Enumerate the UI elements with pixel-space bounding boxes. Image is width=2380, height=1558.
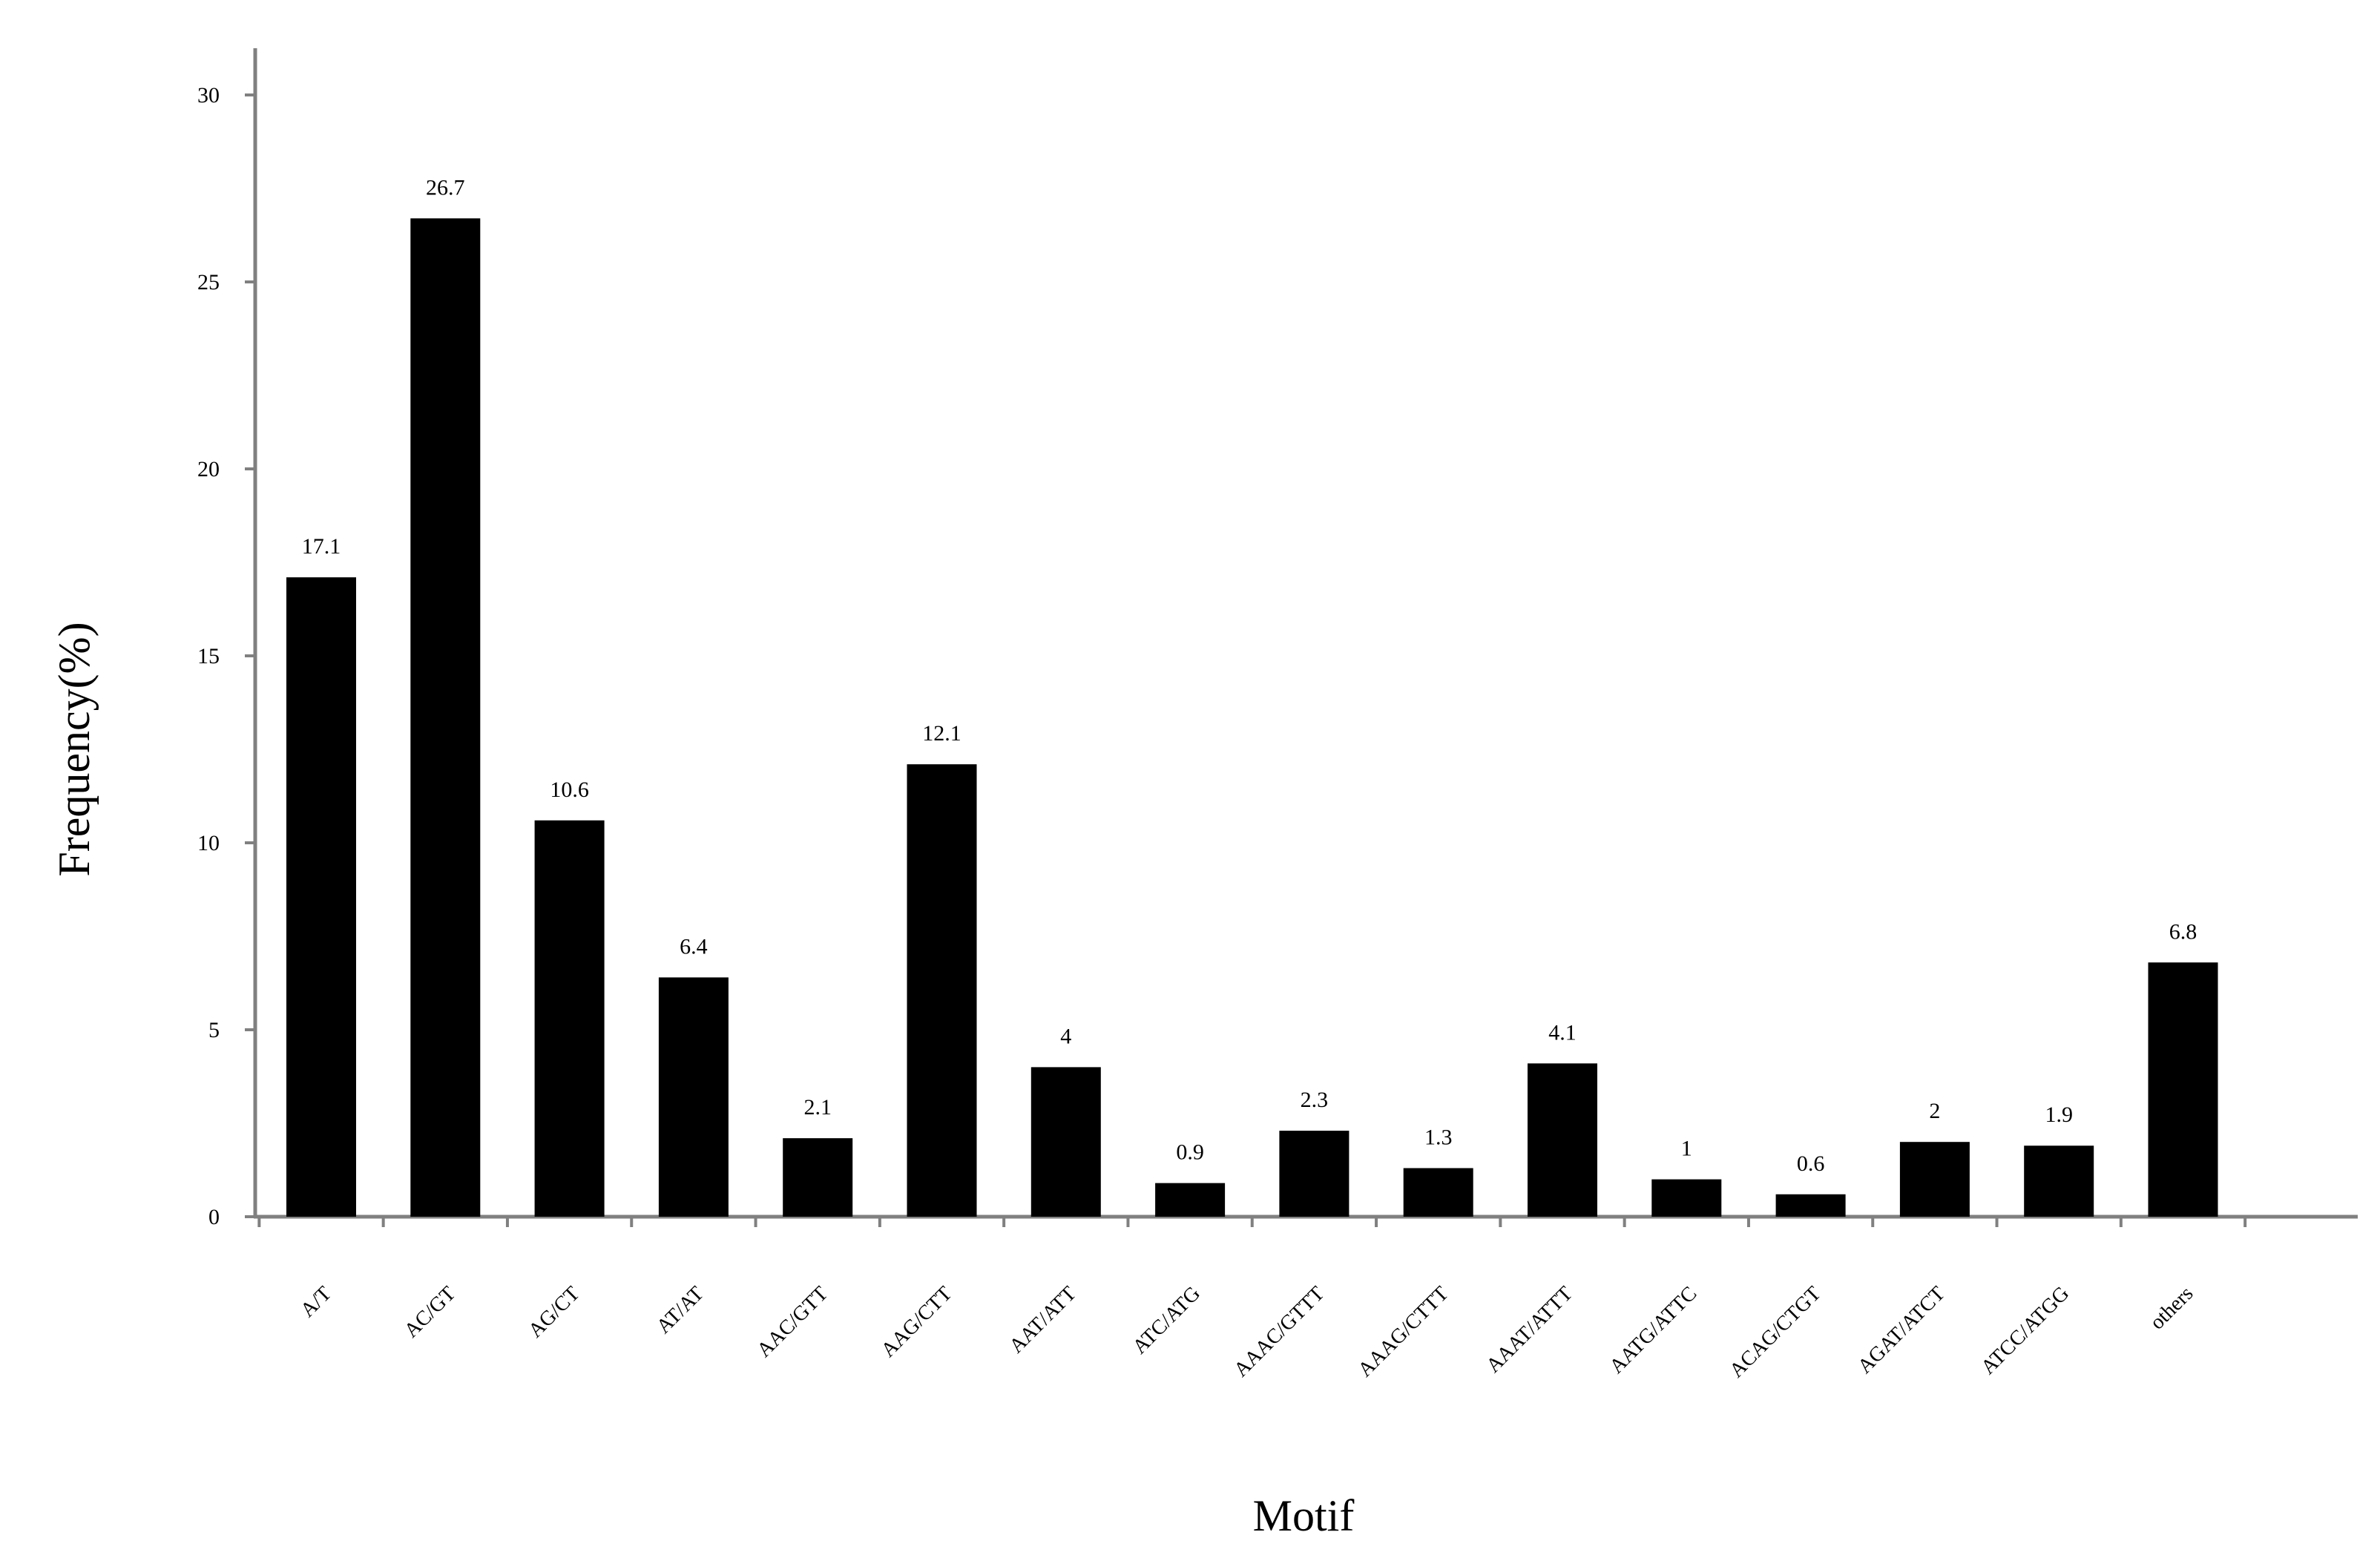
- data-label: 6.4: [680, 934, 708, 959]
- x-tick-label: AAG/CTT: [877, 1282, 957, 1362]
- bar: [2024, 1146, 2094, 1217]
- x-tick-label: ATC/ATG: [1128, 1282, 1205, 1358]
- x-tick-label: AT/AT: [652, 1282, 709, 1338]
- data-label: 2.3: [1301, 1088, 1329, 1112]
- x-tick-label: A/T: [296, 1282, 336, 1322]
- bar: [286, 577, 356, 1217]
- data-label: 2: [1929, 1099, 1940, 1123]
- data-label: 26.7: [426, 175, 465, 200]
- data-label: 12.1: [922, 721, 961, 746]
- y-tick-label: 10: [197, 831, 220, 855]
- data-label: 1: [1681, 1137, 1692, 1161]
- bars: [286, 218, 2218, 1217]
- data-label: 6.8: [2169, 919, 2197, 944]
- data-label: 17.1: [302, 534, 341, 559]
- x-tick-label: AAC/GTT: [752, 1282, 832, 1362]
- x-tick-label: AC/GT: [400, 1282, 460, 1342]
- data-label: 10.6: [550, 778, 589, 802]
- bar: [658, 977, 729, 1217]
- x-tick-label: ATCC/ATGG: [1976, 1282, 2074, 1379]
- data-label: 4.1: [1548, 1020, 1577, 1045]
- bar: [1899, 1142, 1970, 1217]
- bar: [534, 820, 605, 1217]
- bar: [783, 1138, 853, 1217]
- y-tick-label: 20: [197, 457, 220, 481]
- bar: [1403, 1168, 1473, 1217]
- x-tick-label: AAAG/CTTT: [1354, 1282, 1453, 1381]
- bar: [1775, 1194, 1846, 1217]
- y-tick-label: 25: [197, 270, 220, 295]
- data-label: 4: [1060, 1024, 1071, 1048]
- axes: 0 5 10 15 20 25 30: [197, 48, 2358, 1229]
- y-tick-label: 0: [208, 1205, 220, 1229]
- x-tick-label: AG/CT: [524, 1282, 584, 1342]
- bar: [2148, 962, 2218, 1217]
- y-tick-label: 15: [197, 644, 220, 668]
- y-tick-label: 5: [208, 1018, 220, 1042]
- bar: [1528, 1063, 1597, 1217]
- x-tick-label: others: [2146, 1282, 2197, 1334]
- data-label: 2.1: [803, 1095, 832, 1120]
- bar: [1279, 1131, 1350, 1217]
- x-tick-label: ACAG/CTGT: [1725, 1282, 1825, 1382]
- bar: [1155, 1183, 1226, 1217]
- bar: [1030, 1067, 1101, 1217]
- x-axis-title: Motif: [1253, 1491, 1355, 1540]
- y-axis-title: Frequency(%): [50, 622, 99, 876]
- x-tick-label: AAT/ATT: [1005, 1282, 1081, 1358]
- data-label: 0.6: [1797, 1151, 1825, 1176]
- bar: [1651, 1179, 1722, 1217]
- data-label: 1.3: [1424, 1125, 1453, 1149]
- x-tick-label: AGAT/ATCT: [1853, 1282, 1950, 1378]
- x-tick-label: AATG/ATTC: [1605, 1282, 1702, 1378]
- data-label: 0.9: [1176, 1140, 1204, 1165]
- y-tick-label: 30: [197, 83, 220, 108]
- data-label: 1.9: [2045, 1102, 2073, 1127]
- bar: [410, 218, 481, 1217]
- x-tick-label: AAAT/ATTT: [1482, 1282, 1577, 1378]
- x-tick-label: AAAC/GTTT: [1229, 1282, 1329, 1381]
- bar: [907, 764, 977, 1217]
